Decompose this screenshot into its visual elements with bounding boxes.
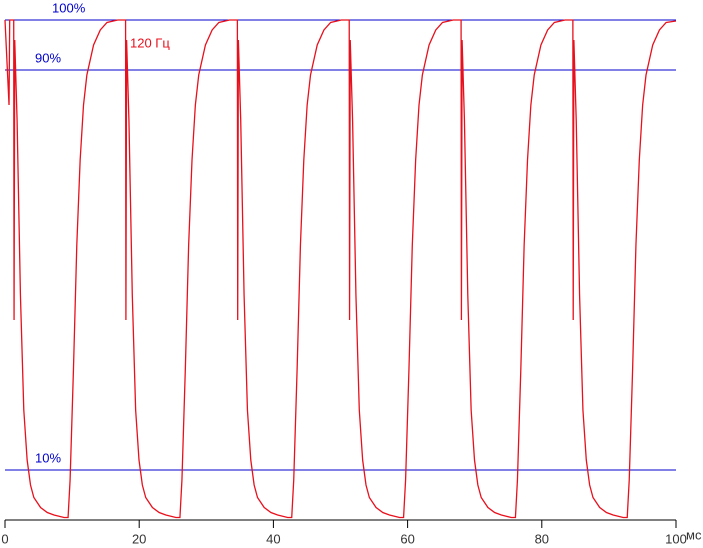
y-tick-label: 100% [52, 0, 86, 15]
x-tick-label: 100 [665, 531, 687, 546]
x-tick-label: 80 [535, 531, 549, 546]
y-tick-label: 10% [35, 450, 61, 465]
x-tick-label: 20 [132, 531, 146, 546]
x-tick-label: 0 [1, 531, 8, 546]
y-tick-label: 90% [35, 50, 61, 65]
x-tick-label: 60 [400, 531, 414, 546]
x-unit: мс [686, 527, 702, 542]
line [4, 19, 677, 519]
x-tick-label: 40 [266, 531, 280, 546]
annotation: 120 Гц [130, 35, 170, 50]
